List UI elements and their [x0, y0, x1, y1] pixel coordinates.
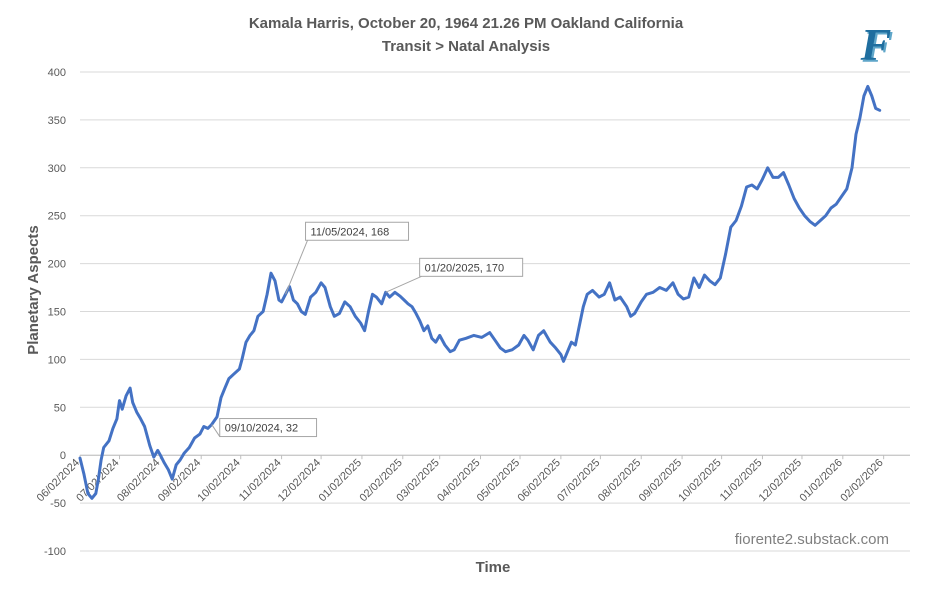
y-tick-label: 400	[48, 67, 66, 79]
annotation: 11/05/2024, 168	[285, 221, 410, 295]
y-tick-label: -100	[44, 546, 66, 558]
annotations: 09/10/2024, 32 11/05/2024, 168 01/20/2025,…	[211, 221, 524, 438]
y-axis-title: Planetary Aspects	[25, 225, 42, 355]
y-axis-ticks: -100 -50 0 50 100 150 200 250 300 350 400	[44, 67, 66, 558]
x-tick-label: 08/02/2025	[596, 457, 643, 504]
x-tick-label: 01/02/2026	[798, 457, 845, 504]
series-layer	[78, 84, 882, 500]
series-line	[78, 84, 882, 500]
svg-text:F: F	[860, 19, 892, 70]
x-tick-label: 05/02/2025	[475, 457, 522, 504]
x-tick-label: 10/02/2025	[676, 457, 723, 504]
x-tick-label: 08/02/2024	[115, 457, 162, 504]
x-axis-title: Time	[476, 559, 511, 576]
x-tick-label: 12/02/2025	[757, 457, 804, 504]
svg-text:F: F	[862, 21, 894, 72]
annotation-box	[305, 221, 410, 241]
y-tick-label: 350	[48, 115, 66, 127]
chart-title: Kamala Harris, October 20, 1964 21.26 PM…	[249, 15, 684, 32]
y-tick-label: 200	[48, 259, 66, 271]
y-tick-label: -50	[50, 498, 66, 510]
annotation-label: 01/20/2025, 170	[425, 262, 505, 274]
chart-subtitle: Transit > Natal Analysis	[382, 38, 550, 55]
annotation-label: 09/10/2024, 32	[225, 423, 298, 435]
x-tick-label: 02/02/2026	[838, 457, 885, 504]
annotation: 09/10/2024, 32	[211, 418, 318, 438]
annotation: 01/20/2025, 170	[385, 257, 524, 293]
watermark: fiorente2.substack.com	[735, 531, 889, 548]
annotation-leader	[385, 275, 422, 293]
y-tick-label: 50	[54, 402, 66, 414]
x-tick-label: 12/02/2024	[276, 457, 323, 504]
annotation-box	[419, 257, 524, 277]
y-tick-label: 300	[48, 163, 66, 175]
x-axis-ticks: 06/02/202407/02/202408/02/202409/02/2024…	[35, 455, 886, 504]
annotation-leader	[285, 240, 308, 295]
y-tick-label: 100	[48, 354, 66, 366]
logo: F F	[860, 19, 894, 72]
annotation-leader	[211, 424, 221, 437]
y-tick-label: 250	[48, 211, 66, 223]
x-tick-label: 01/02/2025	[317, 457, 364, 504]
gridlines	[80, 71, 910, 552]
annotation-box	[219, 418, 318, 438]
annotation-label: 11/05/2024, 168	[311, 226, 390, 238]
y-tick-label: 0	[60, 450, 66, 462]
y-tick-label: 150	[48, 307, 66, 319]
x-tick-label: 10/02/2024	[195, 457, 242, 504]
x-tick-label: 07/02/2025	[555, 457, 602, 504]
